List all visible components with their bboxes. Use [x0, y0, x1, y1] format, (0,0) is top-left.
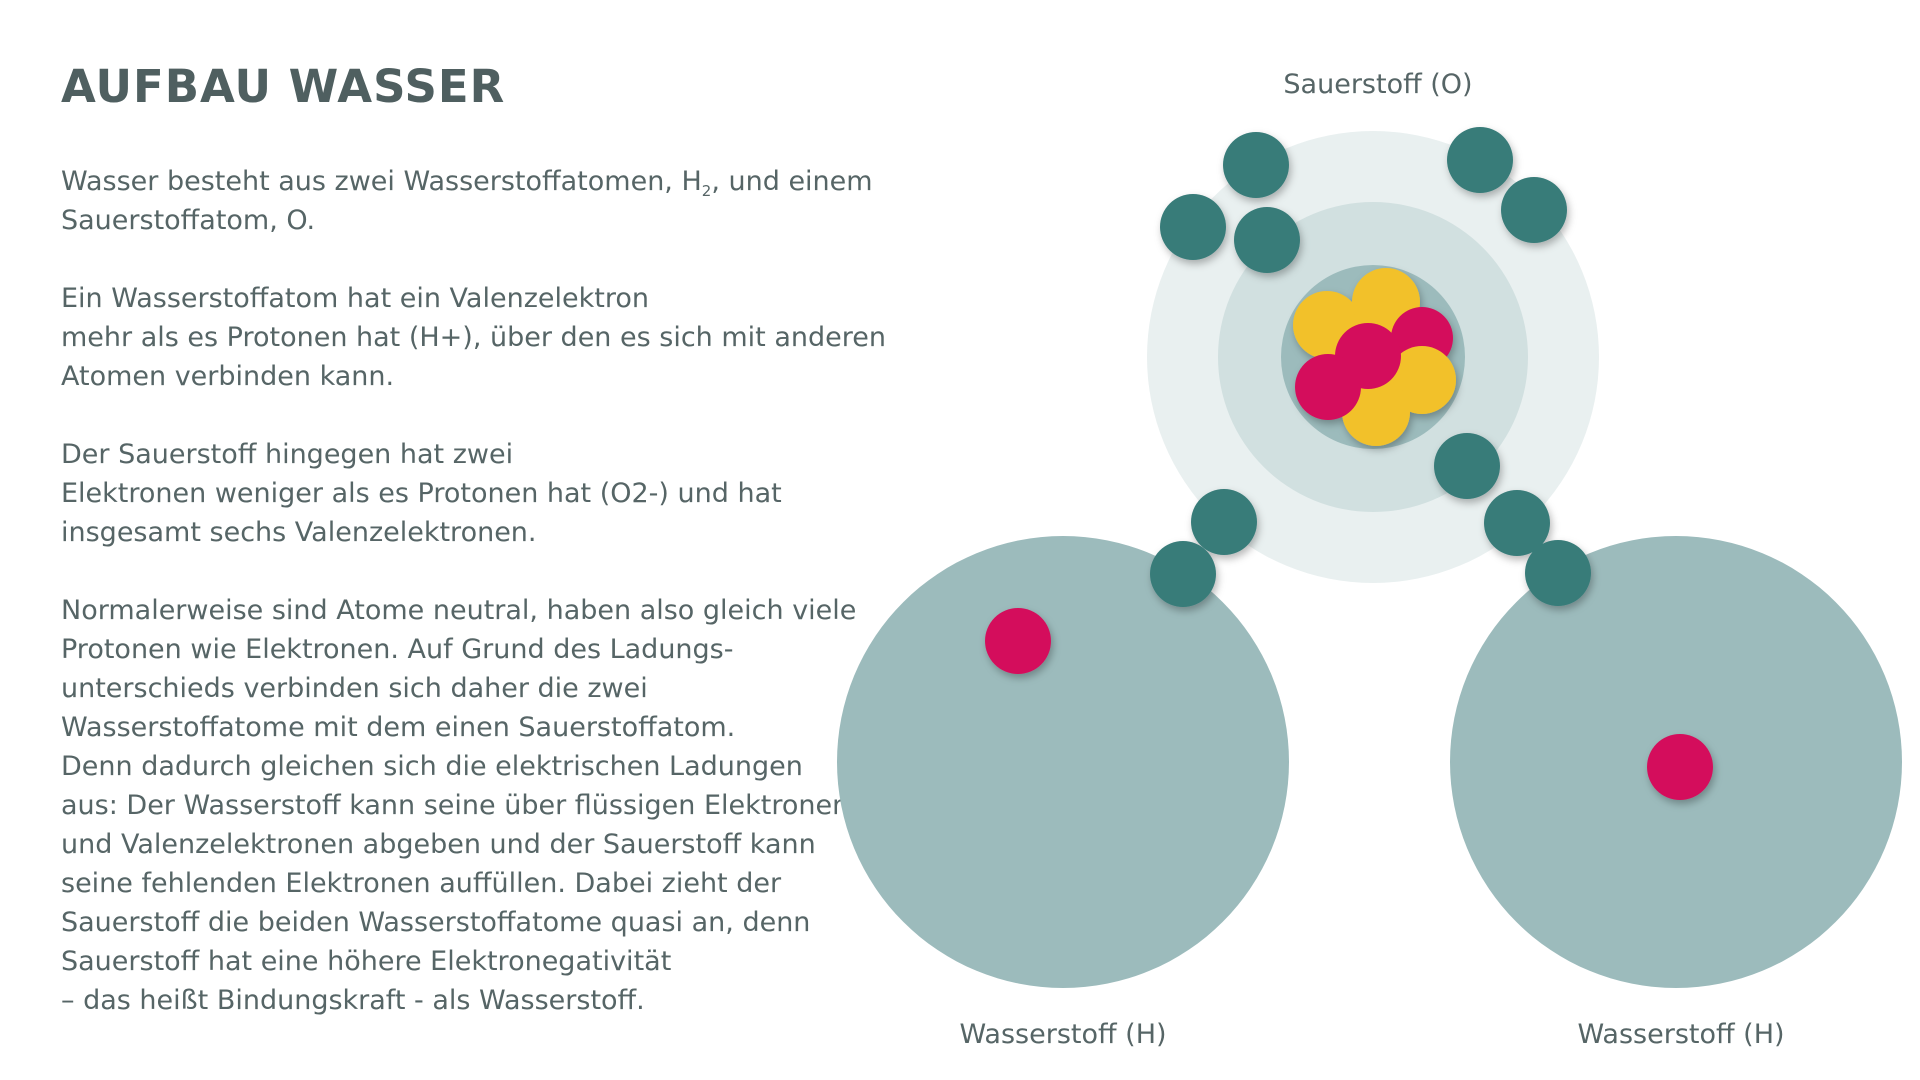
electron [1150, 541, 1216, 607]
paragraph: Der Sauerstoff hingegen hat zwei Elektron… [61, 435, 881, 552]
oxygen-nucleus [1293, 268, 1456, 446]
electron [1434, 433, 1500, 499]
text-line: Atomen verbinden kann. [61, 361, 395, 392]
text-line: Wasserstoffatome mit dem einen Sauerstof… [61, 712, 736, 743]
oxygen-label: Sauerstoff (O) [1283, 69, 1472, 100]
electrons [1150, 127, 1591, 607]
electron [1234, 207, 1300, 273]
text-line: Ein Wasserstoffatom hat ein Valenzelektr… [61, 283, 649, 314]
text-line: Denn dadurch gleichen sich die elektrisc… [61, 751, 803, 782]
electron [1447, 127, 1513, 193]
text-line: Sauerstoff die beiden Wasserstoffatome q… [61, 907, 811, 938]
text-line: Der Sauerstoff hingegen hat zwei [61, 439, 514, 470]
hydrogen-atom-right [1450, 536, 1902, 988]
proton [1295, 354, 1361, 420]
page-title: AUFBAU WASSER [61, 60, 506, 113]
electron [1501, 177, 1567, 243]
hydrogen-proton-right [1647, 734, 1713, 800]
electron [1525, 540, 1591, 606]
text-line: seine fehlenden Elektronen auffüllen. Da… [61, 868, 782, 899]
text-line: Sauerstoff hat eine höhere Elektronegati… [61, 946, 672, 977]
text-line: aus: Der Wasserstoff kann seine über flü… [61, 790, 850, 821]
text-line: – das heißt Bindungskraft - als Wasserst… [61, 985, 645, 1016]
text-line: Protonen wie Elektronen. Auf Grund des L… [61, 634, 734, 665]
electron [1223, 132, 1289, 198]
text-line: mehr als es Protonen hat (H+), über den … [61, 322, 886, 353]
subscript: 2 [701, 182, 712, 200]
explanation-text: Wasser besteht aus zwei Wasserstoffatome… [61, 162, 886, 1059]
text-line: Elektronen weniger als es Protonen hat (… [61, 478, 782, 509]
text-segment: , und einem [711, 166, 873, 197]
text-line: unterschieds verbinden sich daher die zw… [61, 673, 648, 704]
electron [1191, 489, 1257, 555]
text-line: Wasser besteht aus zwei Wasserstoffatome… [61, 162, 881, 201]
electron [1484, 490, 1550, 556]
hydrogen-proton-left [985, 608, 1051, 674]
text-line: Sauerstoffatom, O. [61, 205, 316, 236]
paragraph: Wasser besteht aus zwei Wasserstoffatome… [61, 162, 881, 240]
text-segment: Wasser besteht aus zwei Wasserstoffatome… [61, 166, 702, 197]
hydrogen-left-label: Wasserstoff (H) [959, 1019, 1166, 1050]
paragraph: Normalerweise sind Atome neutral, haben … [61, 591, 881, 1020]
text-line: Normalerweise sind Atome neutral, haben … [61, 595, 857, 626]
hydrogen-shell-left [837, 536, 1289, 988]
text-line: insgesamt sechs Valenzelektronen. [61, 517, 537, 548]
hydrogen-right-label: Wasserstoff (H) [1577, 1019, 1784, 1050]
electron [1160, 194, 1226, 260]
paragraph: Ein Wasserstoffatom hat ein Valenzelektr… [61, 279, 886, 396]
text-line: und Valenzelektronen abgeben und der Sau… [61, 829, 816, 860]
hydrogen-atom-left [837, 536, 1289, 988]
